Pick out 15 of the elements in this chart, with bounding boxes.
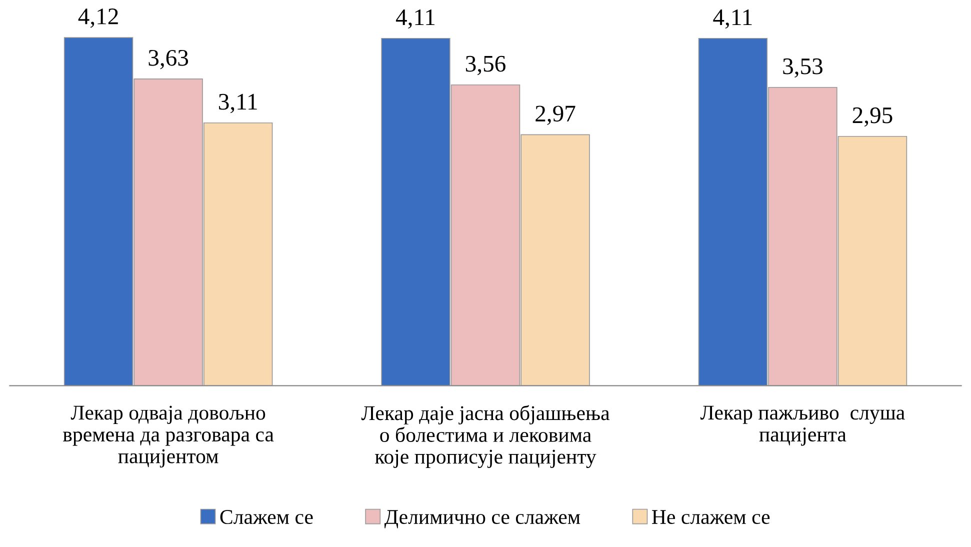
legend-label: Не слажем се — [652, 510, 770, 524]
data-label: 3,53 — [783, 58, 822, 78]
data-label: 4,12 — [78, 8, 118, 28]
x-tick-label: Лекар одваја довољно времена да разговара са пацијентом — [63, 406, 274, 468]
data-label: 2,97 — [536, 106, 576, 125]
x-tick-label: Лекар пажљиво слуша пацијента — [700, 406, 905, 446]
data-label: 4,11 — [713, 9, 752, 29]
data-label: 3,11 — [219, 94, 257, 114]
data-label: 4,11 — [396, 9, 435, 29]
legend-label: Делимично се слажем — [384, 510, 580, 528]
legend-label: Слажем се — [220, 510, 313, 524]
data-label: 3,63 — [148, 50, 188, 70]
data-label: 2,95 — [852, 107, 892, 127]
data-label: 3,56 — [466, 56, 506, 76]
x-tick-label: Лекар даје јасна објашњења о болестима и лековима које прописује пацијенту — [361, 405, 610, 468]
